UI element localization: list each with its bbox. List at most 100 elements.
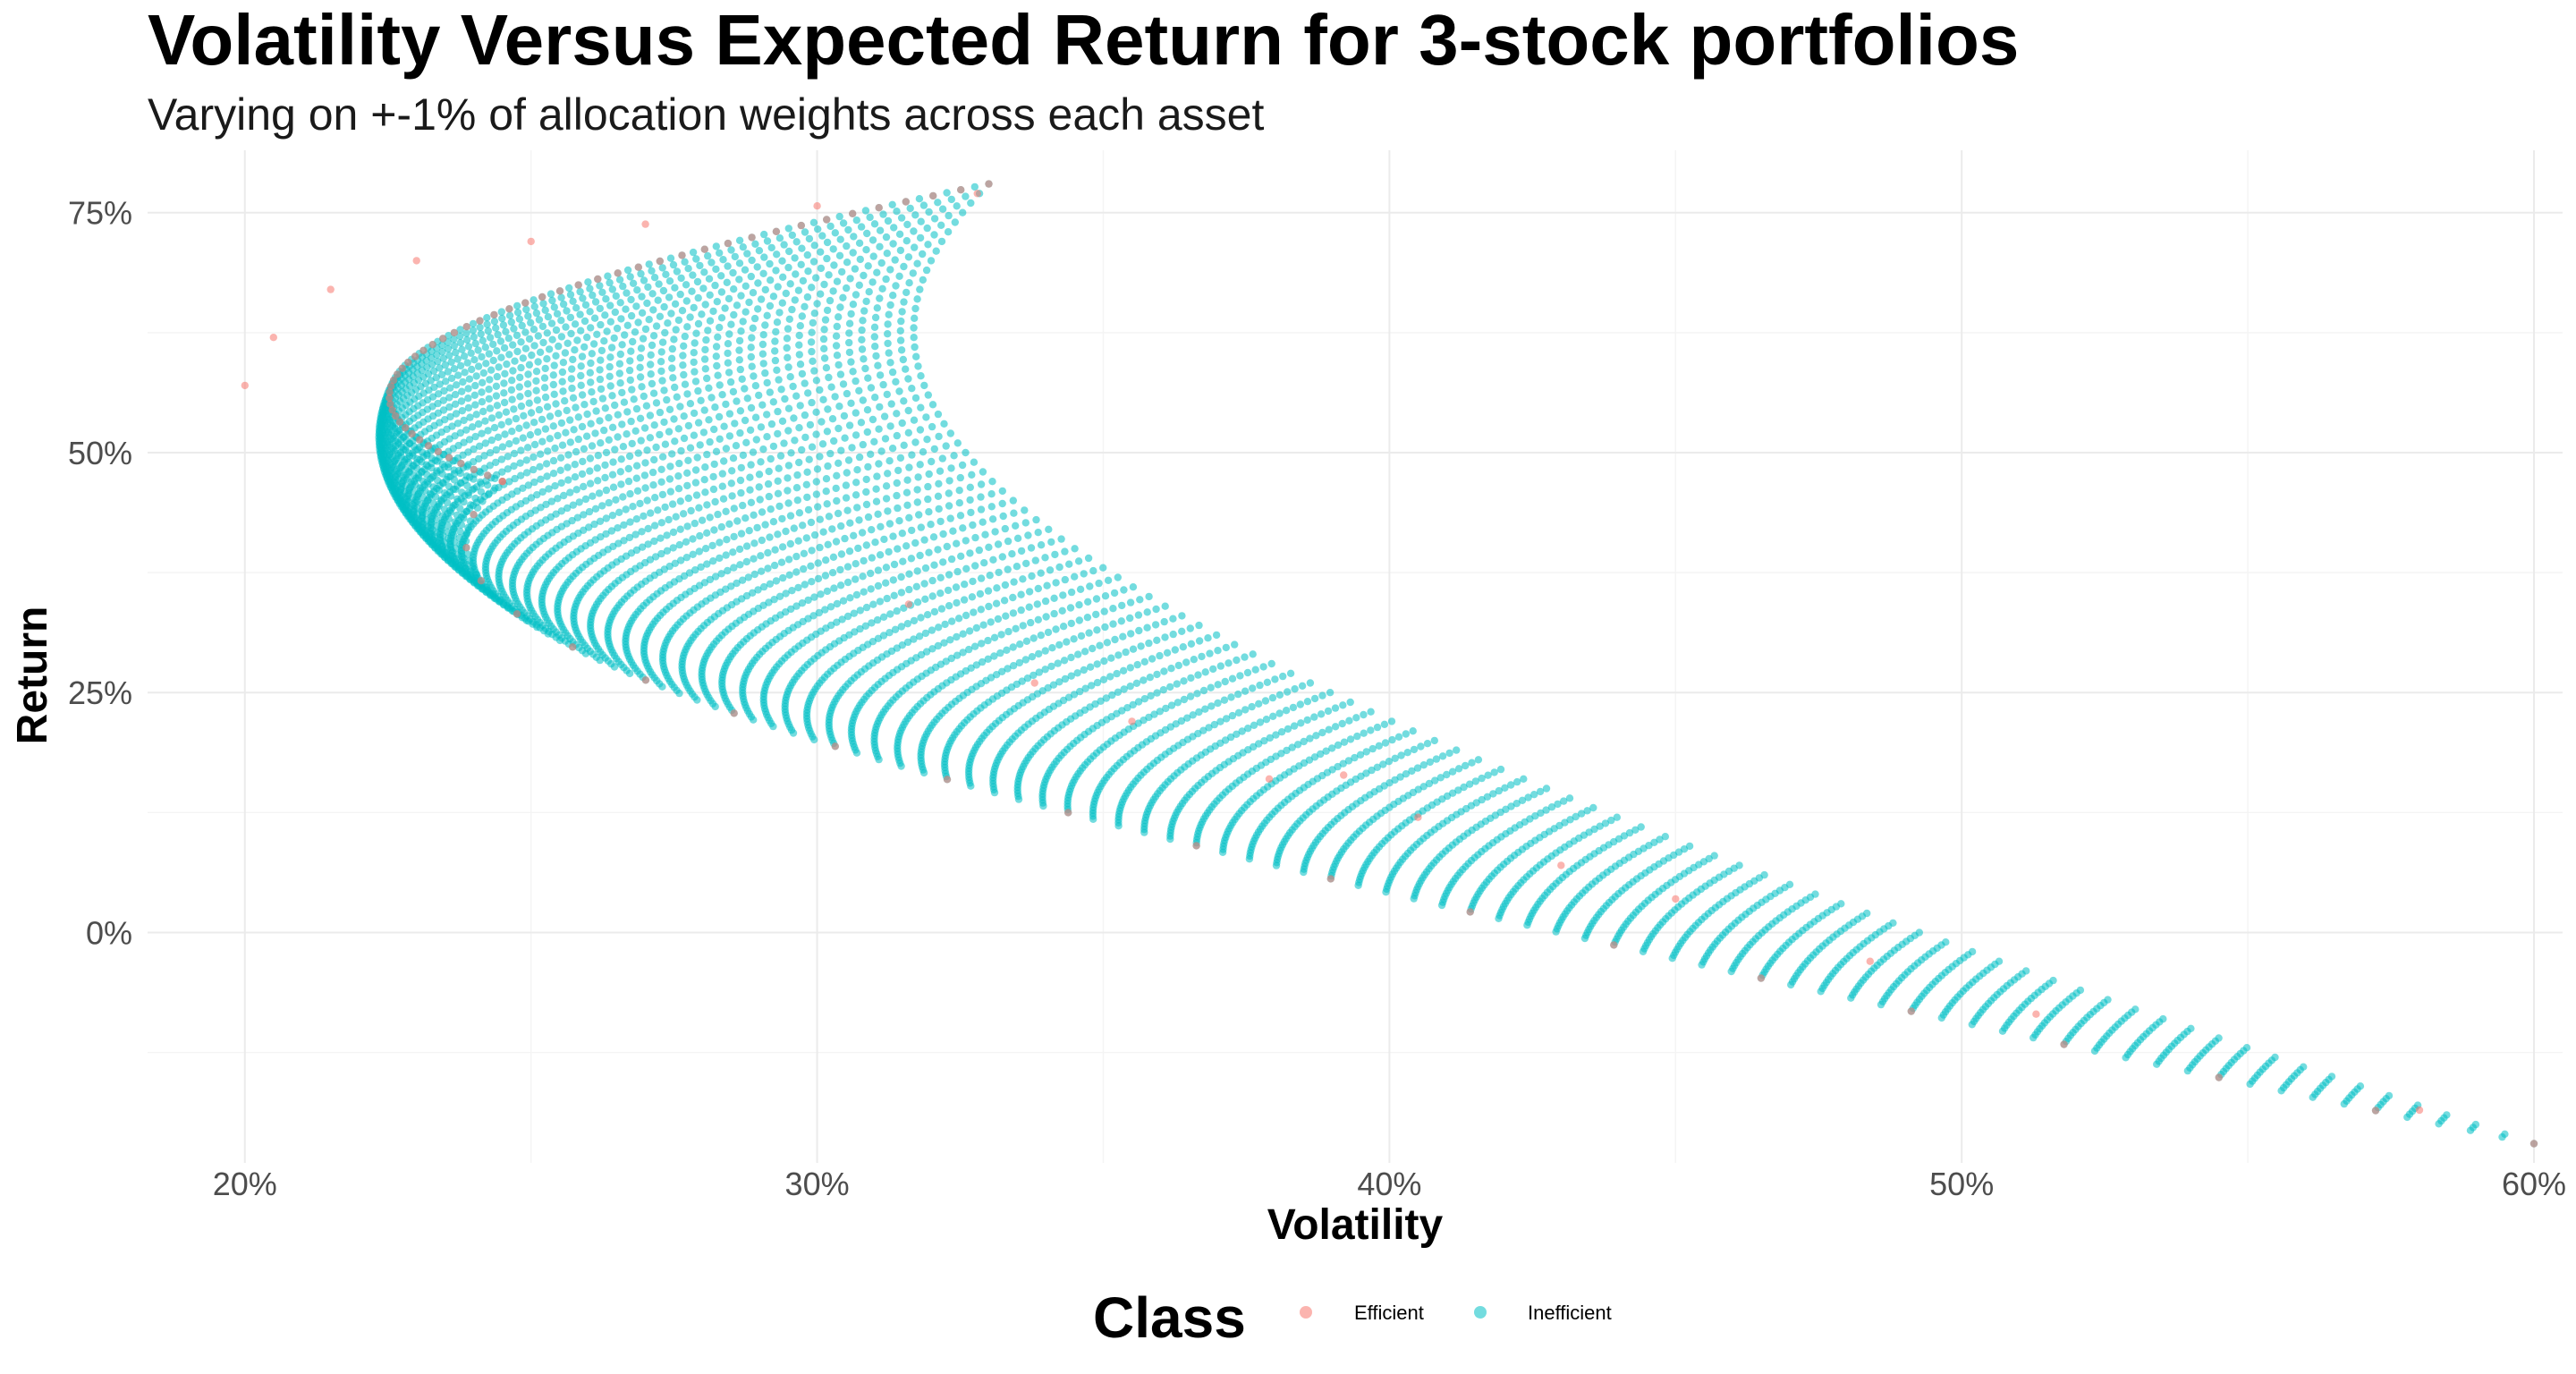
inefficient-point bbox=[723, 278, 731, 286]
inefficient-point bbox=[609, 483, 618, 491]
inefficient-point bbox=[2076, 986, 2085, 995]
inefficient-point bbox=[672, 326, 680, 334]
inefficient-point bbox=[1046, 566, 1055, 574]
inefficient-point bbox=[441, 360, 449, 369]
inefficient-point bbox=[689, 271, 697, 279]
inefficient-point bbox=[1303, 698, 1312, 706]
inefficient-point bbox=[761, 321, 769, 329]
inefficient-point bbox=[607, 344, 616, 352]
inefficient-point bbox=[852, 479, 860, 487]
inefficient-point bbox=[814, 503, 822, 511]
inefficient-point bbox=[532, 377, 540, 386]
inefficient-point bbox=[600, 426, 608, 435]
inefficient-point bbox=[719, 495, 728, 503]
inefficient-point bbox=[1129, 645, 1138, 653]
inefficient-point bbox=[737, 488, 745, 497]
inefficient-point bbox=[1022, 559, 1030, 568]
inefficient-point bbox=[1118, 601, 1126, 610]
inefficient-point bbox=[729, 548, 737, 556]
inefficient-point bbox=[445, 394, 453, 402]
inefficient-point bbox=[718, 470, 726, 478]
inefficient-point bbox=[759, 360, 767, 368]
inefficient-point bbox=[509, 367, 517, 375]
inefficient-point bbox=[1380, 720, 1389, 728]
inefficient-point bbox=[545, 345, 554, 353]
inefficient-point bbox=[867, 450, 875, 458]
inefficient-point bbox=[577, 371, 585, 380]
inefficient-point bbox=[907, 555, 916, 563]
inefficient-point bbox=[497, 420, 505, 428]
inefficient-point bbox=[645, 260, 653, 268]
inefficient-point bbox=[585, 507, 594, 516]
inefficient-point bbox=[1685, 842, 1694, 851]
inefficient-point bbox=[611, 445, 619, 454]
inefficient-point bbox=[908, 451, 916, 459]
inefficient-point bbox=[597, 356, 605, 364]
inefficient-point bbox=[508, 428, 516, 436]
inefficient-point bbox=[876, 371, 885, 379]
inefficient-point bbox=[782, 527, 790, 536]
inefficient-point bbox=[769, 442, 778, 451]
inefficient-point bbox=[554, 431, 562, 440]
inefficient-point bbox=[581, 495, 590, 504]
inefficient-point bbox=[869, 600, 877, 608]
inefficient-point bbox=[462, 329, 470, 337]
inefficient-point bbox=[706, 513, 714, 522]
inefficient-point bbox=[1043, 581, 1051, 589]
inefficient-point bbox=[979, 518, 987, 526]
inefficient-point bbox=[860, 588, 868, 596]
inefficient-point bbox=[812, 377, 821, 385]
inefficient-point bbox=[641, 325, 650, 334]
inefficient-point bbox=[897, 589, 906, 597]
inefficient-point bbox=[896, 454, 905, 462]
inefficient-point bbox=[723, 536, 731, 544]
inefficient-point bbox=[803, 468, 811, 476]
inefficient-point bbox=[578, 422, 587, 431]
inefficient-point bbox=[989, 556, 997, 564]
inefficient-point bbox=[521, 344, 530, 352]
inefficient-point bbox=[755, 471, 764, 479]
inefficient-point bbox=[846, 519, 854, 527]
inefficient-point bbox=[1227, 693, 1235, 701]
inefficient-point bbox=[824, 462, 832, 471]
inefficient-point bbox=[439, 396, 447, 404]
inefficient-point bbox=[722, 400, 730, 409]
inefficient-point bbox=[813, 300, 821, 308]
inefficient-point bbox=[538, 415, 547, 424]
inefficient-point bbox=[749, 589, 757, 597]
inefficient-point bbox=[649, 332, 658, 340]
inefficient-point bbox=[775, 502, 784, 511]
inefficient-point bbox=[503, 360, 511, 369]
inefficient-point bbox=[1589, 803, 1597, 812]
inefficient-point bbox=[516, 459, 524, 467]
inefficient-point bbox=[550, 390, 558, 398]
inefficient-point bbox=[936, 573, 945, 581]
inefficient-point bbox=[660, 386, 668, 394]
inefficient-point bbox=[997, 631, 1005, 639]
inefficient-point bbox=[2242, 1044, 2251, 1052]
inefficient-point bbox=[543, 472, 551, 480]
inefficient-point bbox=[1061, 547, 1069, 556]
inefficient-point bbox=[821, 572, 830, 580]
inefficient-point bbox=[928, 626, 936, 634]
inefficient-point bbox=[712, 447, 721, 455]
inefficient-point bbox=[445, 332, 453, 340]
inefficient-point bbox=[1089, 644, 1097, 653]
inefficient-point bbox=[772, 577, 781, 585]
inefficient-point bbox=[1088, 682, 1096, 690]
inefficient-point bbox=[676, 497, 684, 505]
inefficient-point bbox=[821, 316, 830, 324]
inefficient-point bbox=[685, 569, 694, 577]
inefficient-point bbox=[630, 395, 638, 403]
inefficient-point bbox=[1134, 698, 1143, 706]
inefficient-point bbox=[509, 341, 517, 349]
inefficient-point bbox=[543, 403, 552, 411]
inefficient-point bbox=[861, 364, 869, 373]
inefficient-point bbox=[485, 350, 493, 358]
inefficient-point bbox=[661, 503, 669, 512]
inefficient-point bbox=[2501, 1130, 2509, 1139]
inefficient-point bbox=[1195, 708, 1203, 717]
inefficient-point bbox=[886, 457, 894, 465]
inefficient-point bbox=[465, 375, 474, 383]
inefficient-point bbox=[876, 551, 885, 559]
